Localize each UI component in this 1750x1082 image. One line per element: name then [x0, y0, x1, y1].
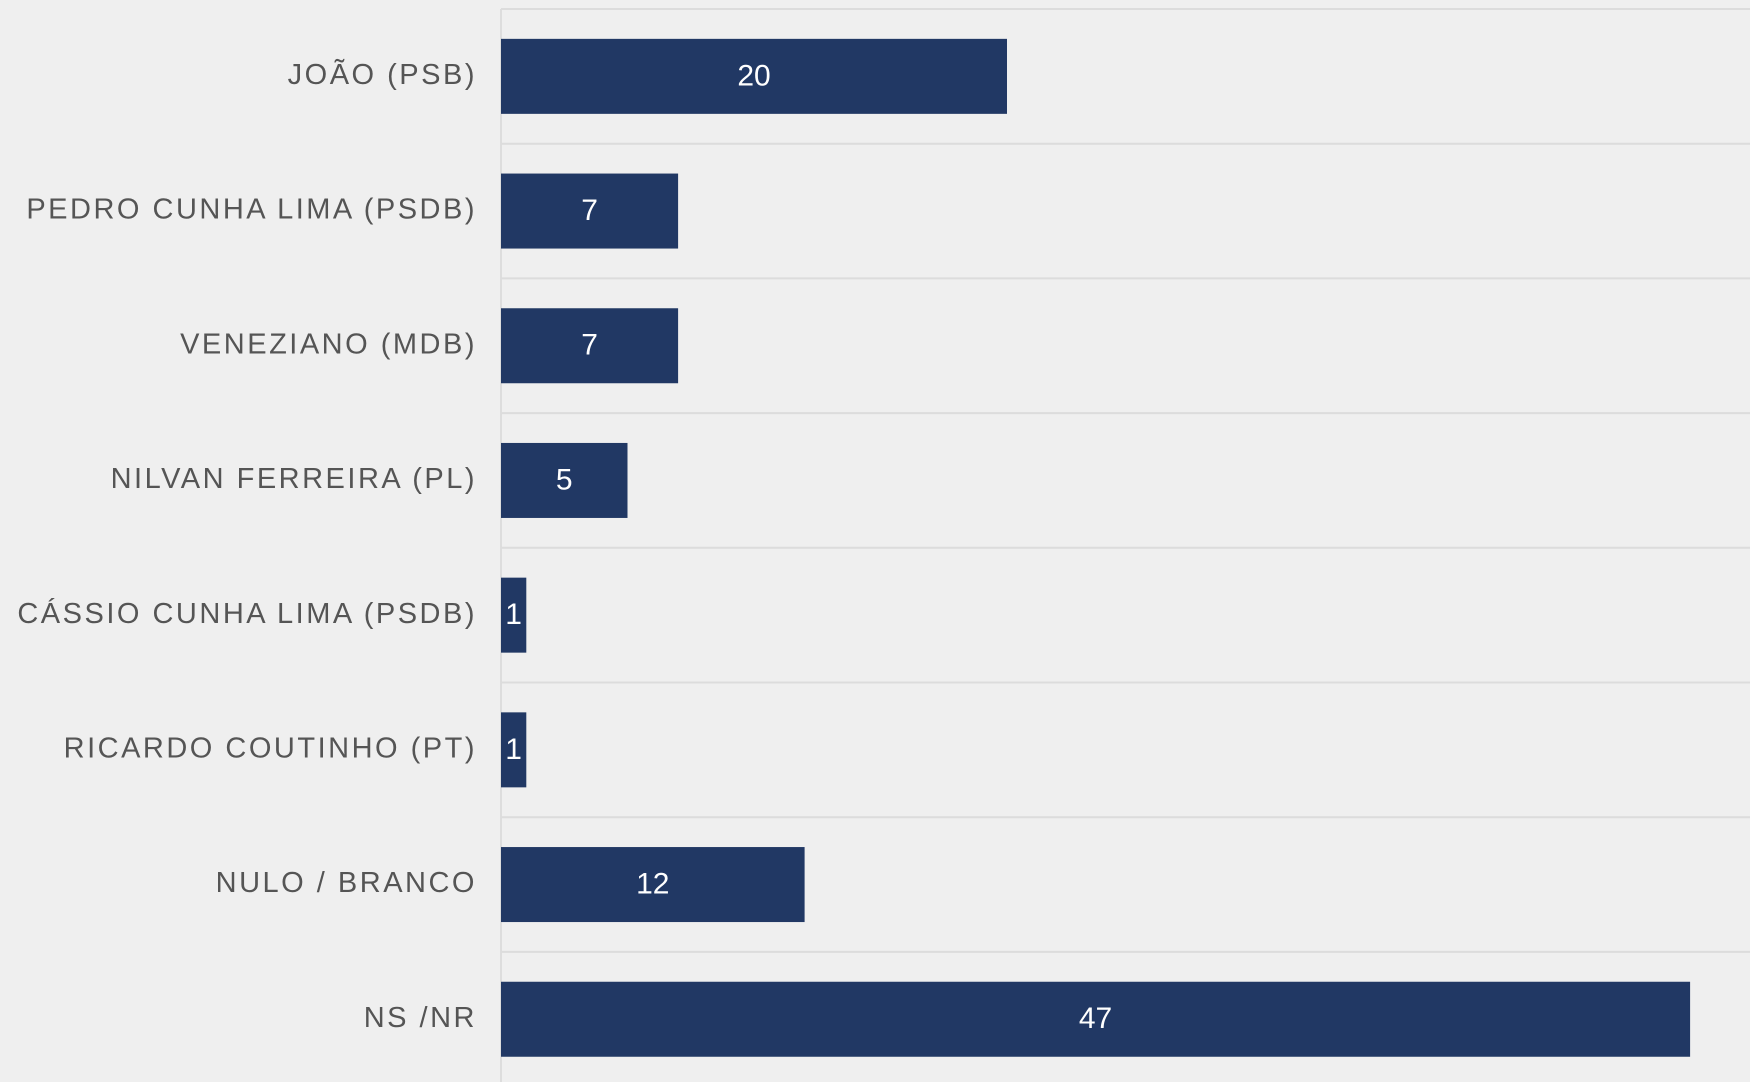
category-label: CÁSSIO CUNHA LIMA (PSDB) [17, 597, 477, 630]
category-label: RICARDO COUTINHO (PT) [64, 733, 477, 765]
bar [501, 847, 805, 923]
bar [501, 173, 679, 249]
category-label: JOÃO (PSB) [288, 57, 477, 91]
category-label: NULO / BRANCO [216, 867, 477, 899]
value-label: 5 [556, 463, 573, 496]
value-label: 7 [581, 194, 598, 227]
bar [501, 38, 1007, 114]
bar [501, 577, 527, 653]
category-label: VENEZIANO (MDB) [180, 328, 477, 360]
bar [501, 308, 679, 384]
value-label: 1 [505, 733, 522, 766]
value-label: 47 [1079, 1002, 1112, 1035]
category-label: NILVAN FERREIRA (PL) [111, 463, 477, 495]
bar [501, 442, 628, 518]
category-label: NS /NR [364, 1002, 477, 1034]
value-label: 20 [737, 59, 770, 92]
value-label: 1 [505, 598, 522, 631]
value-label: 12 [636, 867, 669, 900]
bar [501, 712, 527, 788]
value-label: 7 [581, 329, 598, 362]
bar [501, 981, 1691, 1057]
category-label: PEDRO CUNHA LIMA (PSDB) [26, 194, 477, 226]
